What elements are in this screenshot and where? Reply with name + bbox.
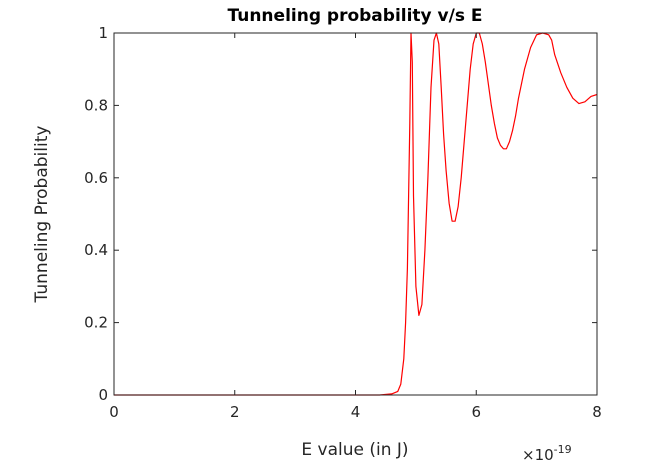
plot-content bbox=[114, 32, 598, 396]
x-axis-ticks: 0 2 4 6 8 bbox=[109, 33, 602, 421]
y-tick-label: 0.2 bbox=[84, 314, 108, 332]
y-tick-label: 0.6 bbox=[84, 169, 108, 187]
y-tick-label: 0.8 bbox=[84, 96, 108, 114]
x-tick-label: 8 bbox=[592, 403, 602, 421]
x-tick-label: 4 bbox=[351, 403, 361, 421]
series-line bbox=[114, 32, 598, 396]
x-axis-label: E value (in J) bbox=[301, 440, 408, 460]
x-tick-label: 2 bbox=[230, 403, 240, 421]
x-tick-label: 0 bbox=[109, 403, 119, 421]
x-axis-exponent-power: -19 bbox=[554, 443, 572, 456]
chart-title: Tunneling probability v/s E bbox=[228, 6, 483, 26]
y-tick-label: 1 bbox=[98, 24, 108, 42]
y-axis-ticks: 0 0.2 0.4 0.6 0.8 1 bbox=[84, 24, 597, 404]
y-axis-label: Tunneling Probability bbox=[32, 126, 52, 304]
plot-area bbox=[114, 33, 597, 395]
y-tick-label: 0.4 bbox=[84, 241, 108, 259]
x-axis-exponent: ×10-19 bbox=[522, 443, 572, 464]
x-axis-exponent-base: ×10 bbox=[522, 446, 554, 464]
y-tick-label: 0 bbox=[98, 386, 108, 404]
x-tick-label: 6 bbox=[471, 403, 481, 421]
